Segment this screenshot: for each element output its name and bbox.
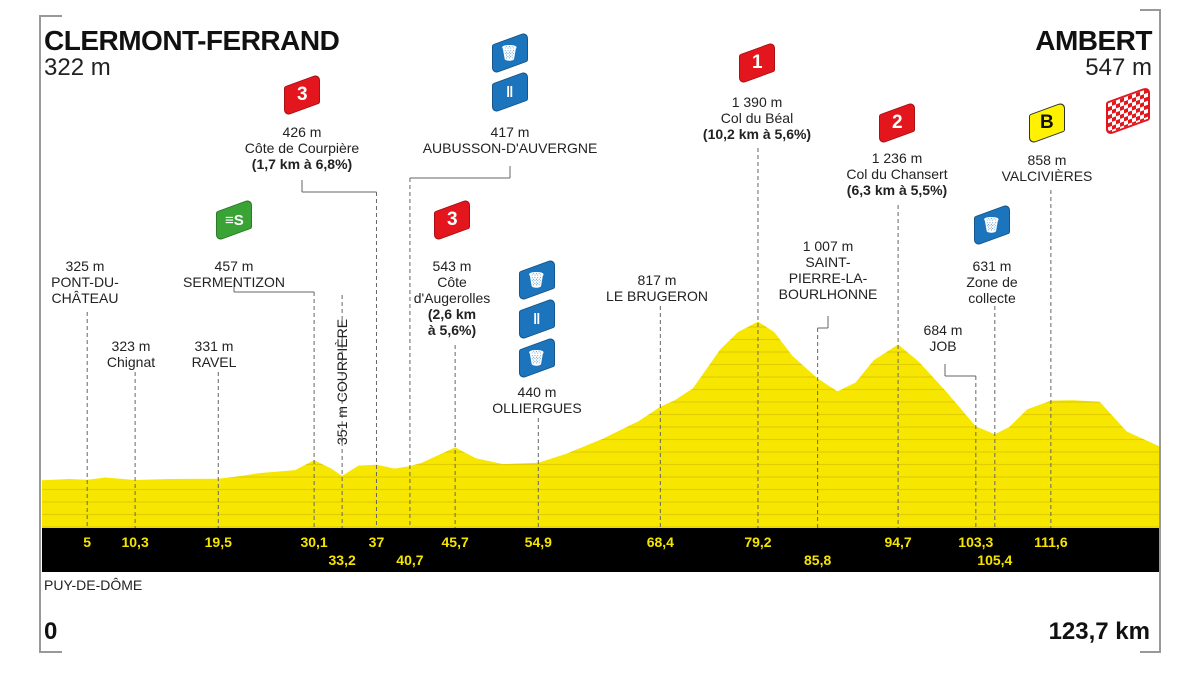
waypoint-label: 1 390 m Col du Béal (10,2 km à 5,6%) — [703, 94, 811, 142]
waypoint-name: JOB — [929, 338, 957, 354]
climb-category-number: 3 — [446, 209, 458, 231]
waypoint-name: SERMENTIZON — [183, 274, 285, 290]
waypoint-name: COURPIÈRE — [334, 318, 350, 403]
km-marker: 68,4 — [646, 534, 674, 550]
waypoint-name: CHÂTEAU — [51, 290, 119, 306]
waypoint-altitude: 440 m — [517, 384, 557, 400]
start-city: CLERMONT-FERRAND — [44, 25, 340, 56]
km-marker: 5 — [83, 534, 92, 550]
sprint-icon-glyph: ≡S — [224, 211, 244, 229]
climb-details: (10,2 km à 5,6%) — [702, 126, 812, 142]
waypoint-altitude: 858 m — [1027, 152, 1067, 168]
climb-category-number: 1 — [751, 52, 763, 74]
km-marker: 103,3 — [958, 534, 994, 550]
waypoint-altitude: 543 m — [432, 258, 472, 274]
waypoint-label: 440 m OLLIERGUES — [492, 384, 581, 416]
distance-start: 0 — [44, 618, 58, 645]
waypoint-name: Col du Chansert — [846, 166, 948, 182]
waypoint-altitude: 325 m — [65, 258, 105, 274]
waypoint-name: Chignat — [106, 354, 156, 370]
km-marker: 79,2 — [744, 534, 772, 550]
km-marker: 40,7 — [396, 552, 424, 568]
waypoint-altitude: 817 m — [637, 272, 677, 288]
climb-details: (2,6 km — [427, 306, 477, 322]
waypoint-name: Col du Béal — [720, 110, 794, 126]
waypoint-name: LE BRUGERON — [606, 288, 708, 304]
km-marker: 37 — [368, 534, 385, 550]
km-marker: 45,7 — [441, 534, 469, 550]
km-marker: 10,3 — [121, 534, 149, 550]
km-marker: 30,1 — [300, 534, 328, 550]
waste-bin-icon-glyph: 🗑︎ — [982, 217, 1002, 235]
climb-details: (1,7 km à 6,8%) — [251, 156, 353, 172]
profile-area — [42, 321, 1161, 528]
finish-city: AMBERT — [1035, 25, 1152, 56]
climb-category-number: 3 — [296, 84, 308, 106]
waypoint-altitude: 426 m — [282, 124, 322, 140]
waypoint-label: 331 m RAVEL — [192, 338, 237, 370]
waypoint-label-vertical: 351 m COURPIÈRE — [334, 319, 350, 445]
km-marker: 85,8 — [804, 552, 832, 568]
waypoint-label: 457 m SERMENTIZON — [183, 258, 285, 290]
waypoint-altitude: 323 m — [111, 338, 151, 354]
waypoint-altitude: 631 m — [972, 258, 1012, 274]
waypoint-name: OLLIERGUES — [492, 400, 582, 416]
waypoint-name: collecte — [968, 290, 1016, 306]
km-marker: 111,6 — [1034, 534, 1068, 550]
climb-details: à 5,6%) — [427, 322, 477, 338]
waypoint-altitude: 331 m — [194, 338, 234, 354]
waypoint-name: Côte de Courpière — [244, 140, 360, 156]
finish-altitude: 547 m — [1085, 54, 1152, 81]
waste-bin-icon-glyph: 🗑︎ — [500, 45, 520, 63]
waypoint-name: BOURLHONNE — [778, 286, 878, 302]
km-band — [42, 528, 1160, 572]
start-altitude: 322 m — [44, 54, 111, 81]
waypoint-name: AUBUSSON-D'AUVERGNE — [422, 140, 598, 156]
waypoint-name: Zone de — [966, 274, 1018, 290]
km-marker: 19,5 — [204, 534, 232, 550]
km-marker: 94,7 — [884, 534, 912, 550]
waypoint-altitude: 1 390 m — [731, 94, 783, 110]
feed-zone-icon-glyph: ‖ — [533, 310, 541, 328]
waypoint-label: 1 007 m SAINT- PIERRE-LA- BOURLHONNE — [779, 238, 878, 302]
waypoint-label: 684 m JOB — [924, 322, 963, 354]
waypoint-altitude: 1 236 m — [871, 150, 923, 166]
waypoint-name: PONT-DU- — [51, 274, 119, 290]
bonus-letter: B — [1040, 112, 1054, 134]
waypoint-altitude: 1 007 m — [802, 238, 854, 254]
climb-category-number: 2 — [891, 112, 903, 134]
waypoint-name: d'Augerolles — [413, 290, 491, 306]
waypoint-label: 631 m Zone de collecte — [966, 258, 1017, 306]
waypoint-altitude: 457 m — [214, 258, 254, 274]
department-label: PUY-DE-DÔME — [44, 577, 143, 593]
km-marker: 54,9 — [524, 534, 552, 550]
waypoint-label: 1 236 m Col du Chansert (6,3 km à 5,5%) — [846, 150, 947, 198]
km-marker: 33,2 — [328, 552, 356, 568]
waste-bin-icon-glyph: 🗑︎ — [527, 350, 547, 368]
waypoint-label: 325 m PONT-DU- CHÂTEAU — [51, 258, 119, 306]
waypoint-name: PIERRE-LA- — [788, 270, 868, 286]
frame — [39, 9, 1161, 653]
waypoint-altitude: 351 m — [334, 406, 350, 445]
distance-end: 123,7 km — [1048, 618, 1150, 645]
waypoint-label: 417 m AUBUSSON-D'AUVERGNE — [423, 124, 598, 156]
waypoint-altitude: 417 m — [490, 124, 530, 140]
waypoint-name: VALCIVIÈRES — [1001, 168, 1093, 184]
waypoint-name: RAVEL — [191, 354, 237, 370]
waypoint-label: 858 m VALCIVIÈRES — [1002, 152, 1093, 184]
waypoint-name: SAINT- — [805, 254, 851, 270]
waypoint-label: 817 m LE BRUGERON — [606, 272, 708, 304]
climb-details: (6,3 km à 5,5%) — [846, 182, 948, 198]
waypoint-altitude: 684 m — [923, 322, 963, 338]
km-marker: 105,4 — [977, 552, 1013, 568]
waypoint-label: 426 m Côte de Courpière (1,7 km à 6,8%) — [245, 124, 359, 172]
waypoint-name: Côte — [437, 274, 467, 290]
feed-zone-icon-glyph: ‖ — [506, 83, 514, 101]
waypoint-label: 323 m Chignat — [107, 338, 155, 370]
waypoint-label: 543 m Côte d'Augerolles (2,6 km à 5,6%) — [414, 258, 491, 338]
waste-bin-icon-glyph: 🗑︎ — [527, 272, 547, 290]
